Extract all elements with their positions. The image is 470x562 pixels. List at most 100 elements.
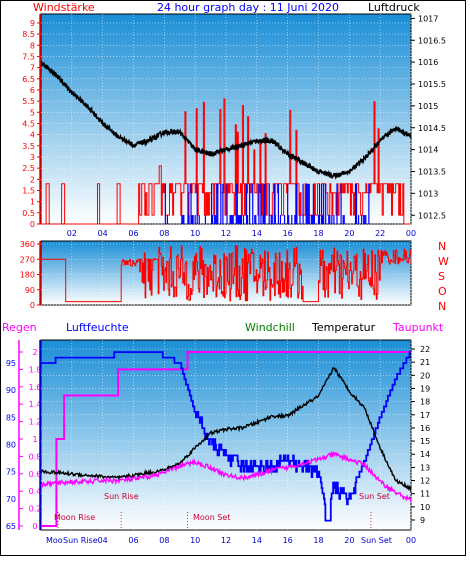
time-tick-label: 18 — [313, 229, 323, 238]
temperature-tick-label: 17 — [420, 411, 430, 420]
compass-label: O — [438, 285, 447, 298]
wind-tick-label: 5.5 — [22, 97, 35, 106]
humidity-axis-label: Luftfeuchte — [66, 321, 129, 334]
compass-label: N — [438, 300, 446, 313]
temperature-tick-label: 9 — [420, 516, 425, 525]
compass-label: W — [438, 255, 449, 268]
wind-tick-label: 1 — [30, 198, 35, 207]
direction-tick-label: 90 — [25, 286, 35, 295]
rain-tick-label: 0.8 — [29, 452, 42, 461]
dewpoint-label: Taupunkt — [392, 321, 444, 334]
wind-gust-line — [41, 98, 410, 225]
time-tick-label: 08 — [159, 229, 169, 238]
pressure-tick-label: 1015.5 — [418, 80, 446, 89]
temperature-tick-label: 15 — [420, 437, 430, 446]
humidity-tick-label: 75 — [6, 468, 16, 477]
temperature-tick-label: 19 — [420, 384, 430, 393]
wind-tick-label: 8.5 — [22, 30, 35, 39]
time-tick-label: 14 — [252, 536, 262, 545]
rain-axis-label: Regen — [2, 321, 37, 334]
pressure-tick-label: 1012.5 — [418, 211, 446, 220]
rain-tick-label: 0.6 — [29, 470, 42, 479]
time-tick-label: 10 — [190, 536, 200, 545]
temperature-tick-label: 11 — [420, 490, 430, 499]
time-tick-label: 08 — [159, 536, 169, 545]
pressure-tick-label: 1013.5 — [418, 168, 446, 177]
wind-tick-label: 2 — [30, 175, 35, 184]
temperature-tick-label: 10 — [420, 503, 430, 512]
wind-gust-series — [41, 98, 410, 225]
pressure-tick-label: 1014 — [418, 146, 438, 155]
rain-tick-label: 1.6 — [29, 383, 42, 392]
humidity-tick-label: 70 — [6, 495, 16, 504]
wind-speed-series — [164, 183, 370, 224]
wind-tick-label: 6.5 — [22, 75, 35, 84]
time-tick-label: 04 — [98, 229, 108, 238]
humidity-tick-label: 95 — [6, 359, 16, 368]
pressure-tick-label: 1016 — [418, 58, 438, 67]
temperature-tick-label: 20 — [420, 371, 430, 380]
time-tick-label: 16 — [283, 229, 293, 238]
humidity-temperature-plot — [40, 339, 412, 531]
time-tick-label: 10 — [190, 229, 200, 238]
wind-tick-label: 1.5 — [22, 186, 35, 195]
direction-tick-label: 180 — [20, 271, 35, 280]
time-tick-label: 06 — [128, 536, 138, 545]
wind-tick-label: 0.5 — [22, 209, 35, 218]
time-tick-label: 22 — [375, 229, 385, 238]
rain-tick-label: 1.4 — [29, 400, 42, 409]
wind-direction-line — [41, 245, 412, 303]
moon-set-annotation: Moon Set — [193, 513, 230, 522]
humidity-tick-label: 80 — [6, 441, 16, 450]
humidity-tick-label: 65 — [6, 522, 16, 531]
wind-tick-label: 2.5 — [22, 164, 35, 173]
moon-rise-annotation: Moon Rise — [54, 513, 95, 522]
wind-tick-label: 7 — [30, 64, 35, 73]
rain-tick-label: 2 — [32, 348, 37, 357]
pressure-tick-label: 1016.5 — [418, 36, 446, 45]
pressure-line — [40, 60, 412, 180]
wind-tick-label: 3 — [30, 153, 35, 162]
humidity-tick-label: 85 — [6, 413, 16, 422]
chart-title: 24 hour graph day : 11 Juni 2020 — [157, 1, 339, 14]
sun-rise-annotation: Sun Rise — [104, 492, 139, 501]
time-tick-label: 00 — [406, 536, 416, 545]
wind-tick-label: 9 — [30, 19, 35, 28]
pressure-axis-label: Luftdruck — [368, 1, 420, 14]
temperature-tick-label: 21 — [420, 358, 430, 367]
time-tick-label: 12 — [221, 229, 231, 238]
rain-tick-label: 0.2 — [29, 505, 42, 514]
wind-tick-label: 4 — [30, 131, 35, 140]
time-tick-label: 00 — [406, 229, 416, 238]
time-tick-label: 04 — [98, 536, 108, 545]
compass-label: S — [438, 270, 445, 283]
pressure-tick-label: 1013 — [418, 189, 438, 198]
wind-tick-label: 8 — [30, 41, 35, 50]
pressure-tick-label: 1014.5 — [418, 124, 446, 133]
direction-tick-label: 270 — [20, 255, 35, 264]
temperature-tick-label: 14 — [420, 450, 430, 459]
wind-tick-label: 0 — [30, 220, 35, 229]
time-tick-label: 20 — [344, 536, 354, 545]
wind-axis-label: Windstärke — [33, 1, 95, 14]
temperature-line — [40, 366, 412, 492]
time-tick-label: 12 — [221, 536, 231, 545]
dewpoint-line — [40, 450, 412, 503]
time-tick-label: 18 — [313, 536, 323, 545]
pressure-tick-label: 1017 — [418, 14, 438, 23]
humidity-tick-label: 90 — [6, 386, 16, 395]
pressure-tick-label: 1015 — [418, 102, 438, 111]
temperature-tick-label: 22 — [420, 345, 430, 354]
wind-tick-label: 3.5 — [22, 142, 35, 151]
rain-tick-label: 1 — [32, 435, 37, 444]
windchill-label: Windchill — [245, 321, 295, 334]
temperature-tick-label: 16 — [420, 424, 430, 433]
sunrise-tick-label: Sun Rise — [63, 536, 98, 545]
rain-tick-label: 0 — [32, 522, 37, 531]
sunset-tick-label-1: Sun Set — [361, 536, 392, 545]
rain-tick-label: 1.8 — [29, 365, 42, 374]
rain-line — [41, 351, 411, 527]
moon-tick-label: Moo — [46, 536, 63, 545]
